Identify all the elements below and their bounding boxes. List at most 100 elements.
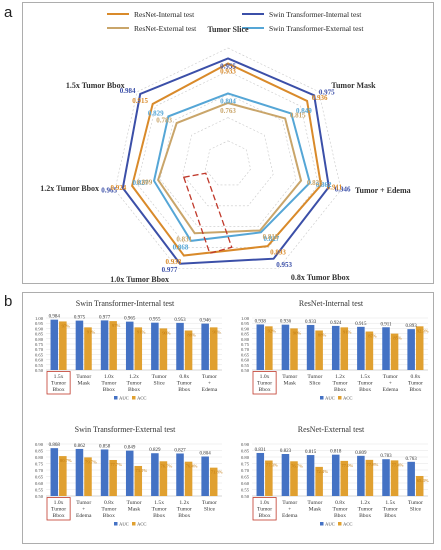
x-tick-label: Tumor bbox=[51, 507, 66, 513]
acc-data-label: 90% bbox=[293, 330, 302, 335]
acc-bar bbox=[134, 465, 143, 496]
x-tick-label: Slice bbox=[204, 507, 216, 513]
chart-title: ResNet-Internal test bbox=[299, 299, 364, 308]
auc-data-label: 0.815 bbox=[305, 450, 317, 455]
y-tick-label: 0.55 bbox=[35, 363, 44, 368]
x-tick-label: Tumor bbox=[307, 374, 322, 380]
acc-bar bbox=[365, 331, 374, 370]
x-tick-label: + bbox=[82, 507, 85, 513]
axis-label: Tumor + Edema bbox=[355, 186, 411, 195]
y-tick-label: 0.80 bbox=[35, 455, 44, 460]
acc-data-label: 92.3% bbox=[417, 328, 429, 333]
legend-acc-label: ACC bbox=[137, 396, 146, 401]
value-label: 0.831 bbox=[176, 236, 192, 244]
x-tick-label: Tumor bbox=[76, 374, 91, 380]
radar-frame bbox=[22, 2, 434, 284]
grid-ring bbox=[114, 47, 342, 269]
value-label: 0.893 bbox=[270, 249, 286, 257]
legend-acc-swatch bbox=[338, 522, 342, 526]
value-label: 0.827 bbox=[132, 179, 148, 187]
x-tick-label: Bbox bbox=[334, 387, 346, 393]
x-tick-label: 1.5x bbox=[154, 500, 164, 506]
chart-title: Swin Transformer-Internal test bbox=[76, 299, 175, 308]
auc-data-label: 0.831 bbox=[255, 448, 267, 453]
legend-label: ResNet-Internal test bbox=[134, 10, 195, 19]
x-tick-label: Tumor bbox=[307, 500, 322, 506]
y-tick-label: 0.60 bbox=[35, 358, 44, 363]
x-tick-label: Bbox bbox=[359, 513, 371, 519]
x-tick-label: Tumor bbox=[101, 507, 116, 513]
x-tick-label: Bbox bbox=[384, 513, 396, 519]
acc-bar bbox=[109, 459, 117, 496]
acc-data-label: 90% bbox=[162, 330, 171, 335]
legend-acc-label: ACC bbox=[137, 522, 146, 527]
x-tick-label: Edema bbox=[76, 513, 92, 519]
x-tick-label: 1.0x bbox=[260, 374, 270, 380]
acc-data-label: 97% bbox=[112, 323, 121, 328]
value-label: 0.763 bbox=[220, 107, 236, 115]
x-tick-label: Tumor bbox=[332, 381, 347, 387]
legend-auc-swatch bbox=[320, 396, 324, 400]
grid-ring bbox=[205, 140, 251, 186]
acc-bar bbox=[265, 326, 273, 370]
auc-bar bbox=[176, 453, 184, 496]
acc-bar bbox=[290, 328, 298, 370]
auc-data-label: 0.829 bbox=[149, 448, 161, 453]
value-label: 0.936 bbox=[312, 94, 328, 102]
auc-bar bbox=[125, 321, 134, 370]
acc-data-label: 77.8% bbox=[366, 462, 378, 467]
auc-bar bbox=[151, 322, 159, 370]
x-tick-label: Bbox bbox=[178, 513, 190, 519]
auc-bar bbox=[100, 320, 109, 370]
auc-data-label: 0.783 bbox=[380, 454, 392, 459]
acc-bar bbox=[390, 333, 399, 370]
legend-label: Swin Transformer-External test bbox=[269, 24, 364, 33]
x-tick-label: Bbox bbox=[259, 513, 271, 519]
x-tick-label: 1.2x bbox=[360, 500, 370, 506]
y-tick-label: 0.50 bbox=[241, 368, 250, 373]
value-label: 0.933 bbox=[220, 68, 236, 76]
acc-bar bbox=[340, 460, 349, 496]
axis-label: 1.5x Tumor Bbox bbox=[66, 81, 125, 90]
x-tick-label: 1.0x bbox=[104, 374, 114, 380]
value-label: 0.804 bbox=[220, 97, 236, 105]
x-tick-label: 1.2x bbox=[335, 374, 345, 380]
x-tick-label: Edema bbox=[202, 387, 218, 393]
x-tick-label: 1.5x bbox=[54, 374, 64, 380]
y-tick-label: 0.55 bbox=[241, 488, 250, 493]
acc-bar bbox=[134, 327, 143, 370]
auc-data-label: 0.938 bbox=[255, 319, 267, 324]
acc-bar bbox=[390, 460, 399, 496]
auc-bar bbox=[357, 326, 365, 370]
auc-bar bbox=[281, 324, 290, 370]
acc-data-label: 76.7% bbox=[291, 463, 303, 468]
panel-b-label: b bbox=[4, 293, 13, 310]
y-tick-label: 0.50 bbox=[35, 368, 44, 373]
acc-bar bbox=[340, 327, 349, 370]
auc-data-label: 0.924 bbox=[330, 321, 342, 326]
value-label: 0.975 bbox=[319, 89, 335, 97]
legend-auc-label: AUC bbox=[325, 522, 335, 527]
auc-bar bbox=[201, 456, 209, 496]
bar-charts: Swin Transformer-Internal test1.000.950.… bbox=[22, 292, 434, 544]
x-tick-label: Mask bbox=[128, 507, 141, 513]
legend-acc-swatch bbox=[132, 522, 136, 526]
legend-acc-swatch bbox=[132, 396, 136, 400]
acc-bar bbox=[315, 466, 323, 496]
auc-bar bbox=[331, 454, 340, 496]
x-tick-label: Mask bbox=[77, 381, 90, 387]
x-tick-label: Tumor bbox=[51, 381, 66, 387]
auc-bar bbox=[281, 454, 290, 496]
legend-acc-label: ACC bbox=[343, 396, 352, 401]
x-tick-label: Mask bbox=[283, 381, 296, 387]
auc-bar bbox=[256, 324, 265, 370]
bars-frame bbox=[22, 292, 434, 544]
value-label: 0.946 bbox=[335, 185, 351, 193]
acc-data-label: 91% bbox=[212, 329, 221, 334]
acc-bar bbox=[290, 461, 298, 496]
highlight-box bbox=[182, 172, 233, 255]
value-label: 0.862 bbox=[316, 181, 332, 189]
axis-label: Tumor Slice bbox=[207, 25, 249, 34]
acc-bar bbox=[315, 330, 323, 370]
auc-data-label: 0.911 bbox=[380, 322, 392, 327]
